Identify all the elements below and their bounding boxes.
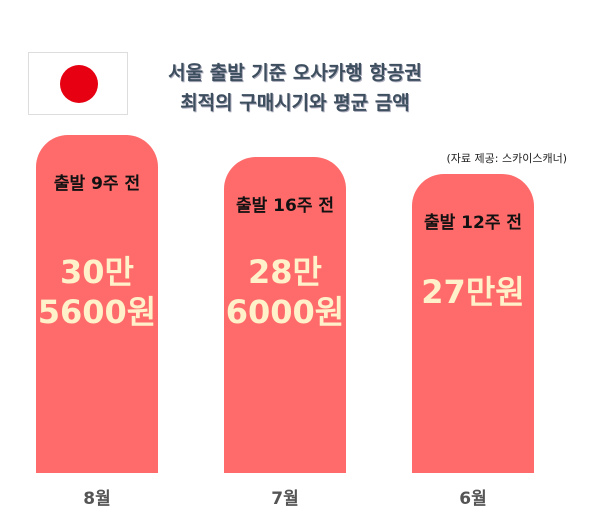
japan-flag	[28, 52, 128, 115]
bar	[412, 174, 534, 473]
bar-annotation: 출발 16주 전	[235, 195, 335, 216]
bar	[224, 156, 346, 473]
source: (자료 제공: 스카이스캐너)	[446, 152, 567, 165]
x-tick-label: 7월	[271, 489, 299, 509]
bar-annotation: 출발 12주 전	[423, 213, 523, 234]
bar	[36, 135, 158, 473]
flag-circle	[60, 65, 98, 103]
chart-subtitle: 최적의 구매시기와 평균 금액	[180, 92, 410, 114]
chart-title: 서울 출발 기준 오사카행 항공권	[168, 62, 422, 84]
x-tick-label: 6월	[459, 489, 487, 509]
value-label: 30만 5600원	[37, 253, 157, 331]
value-label: 28만 6000원	[225, 253, 345, 331]
x-tick-label: 8월	[83, 489, 111, 509]
bar-annotation: 출발 9주 전	[53, 174, 141, 194]
value-label: 27만원	[421, 273, 525, 311]
